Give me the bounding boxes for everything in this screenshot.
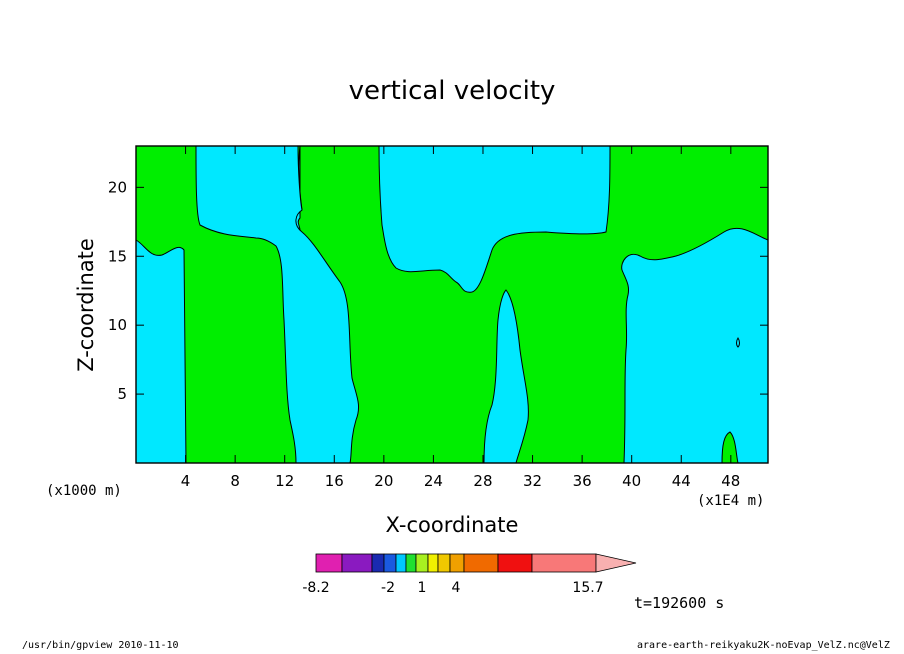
- x-tick-label: 12: [275, 472, 294, 490]
- x-tick-label: 48: [721, 472, 740, 490]
- y-tick-label: 5: [117, 385, 127, 403]
- colorbar-segment: [449, 553, 465, 573]
- x-tick-label: 4: [181, 472, 191, 490]
- colorbar-segment: [315, 553, 343, 573]
- cyan-region-right-bottom: [621, 227, 769, 464]
- colorbar-segment: [531, 553, 597, 573]
- colorbar-segment: [341, 553, 373, 573]
- colorbar-segment: [415, 553, 429, 573]
- x-axis-label: X-coordinate: [385, 513, 519, 537]
- x-tick-label: 24: [424, 472, 443, 490]
- colorbar-segment: [463, 553, 499, 573]
- x-tick-label: 44: [672, 472, 691, 490]
- y-tick-label: 10: [108, 316, 127, 334]
- x-tick-label: 8: [230, 472, 240, 490]
- footer-right: arare-earth-reikyaku2K-noEvap_VelZ.nc@Ve…: [637, 640, 890, 651]
- plot-frame: [135, 145, 769, 464]
- colorbar-segment: [427, 553, 439, 573]
- colorbar-segment: [371, 553, 385, 573]
- y-tick-label: 20: [108, 178, 127, 196]
- colorbar-label: 15.7: [572, 580, 603, 596]
- time-label: t=192600 s: [634, 594, 725, 612]
- y-scale-note: (x1000 m): [46, 483, 122, 499]
- x-tick-label: 32: [523, 472, 542, 490]
- footer-left: /usr/bin/gpview 2010-11-10: [22, 640, 179, 651]
- cyan-region-small-blob: [736, 337, 740, 348]
- cyan-region-left-bottom: [135, 239, 187, 464]
- colorbar-segment: [405, 553, 417, 573]
- colorbar-segment: [497, 553, 533, 573]
- colorbar-label: -8.2: [302, 580, 329, 596]
- y-axis-label: Z-coordinate: [74, 238, 98, 372]
- x-tick-label: 16: [325, 472, 344, 490]
- colorbar-segment: [437, 553, 451, 573]
- x-tick-label: 28: [473, 472, 492, 490]
- colorbar-label: 1: [418, 580, 427, 596]
- colorbar-segment: [383, 553, 397, 573]
- colorbar-label: 4: [452, 580, 461, 596]
- colorbar: -8.2 -2 1 4 15.7: [302, 553, 637, 596]
- colorbar-segment: [395, 553, 407, 573]
- x-tick-label: 40: [622, 472, 641, 490]
- x-scale-note: (x1E4 m): [697, 493, 765, 509]
- x-tick-label: 36: [573, 472, 592, 490]
- chart-title: vertical velocity: [348, 76, 556, 106]
- colorbar-end-arrow: [595, 553, 637, 573]
- colorbar-label: -2: [381, 580, 395, 596]
- x-tick-label: 20: [374, 472, 393, 490]
- y-tick-label: 15: [108, 247, 127, 265]
- cyan-region-top-center: [378, 145, 611, 293]
